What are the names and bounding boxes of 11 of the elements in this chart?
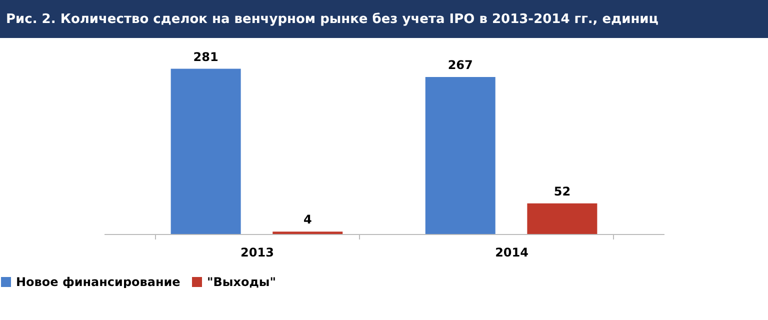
x-tick-label: 2014: [495, 246, 528, 260]
legend-label: "Выходы": [207, 275, 276, 289]
bar: [170, 68, 241, 234]
chart-title: Рис. 2. Количество сделок на венчурном рынке без учета IPO в 2013-2014 гг., единиц: [6, 12, 659, 27]
data-label: 281: [193, 50, 218, 64]
x-tick-label: 2013: [240, 246, 274, 260]
data-label: 52: [554, 184, 571, 198]
bar: [527, 203, 598, 234]
bar: [425, 77, 496, 234]
data-label: 4: [303, 212, 312, 227]
data-label: 267: [448, 58, 473, 72]
